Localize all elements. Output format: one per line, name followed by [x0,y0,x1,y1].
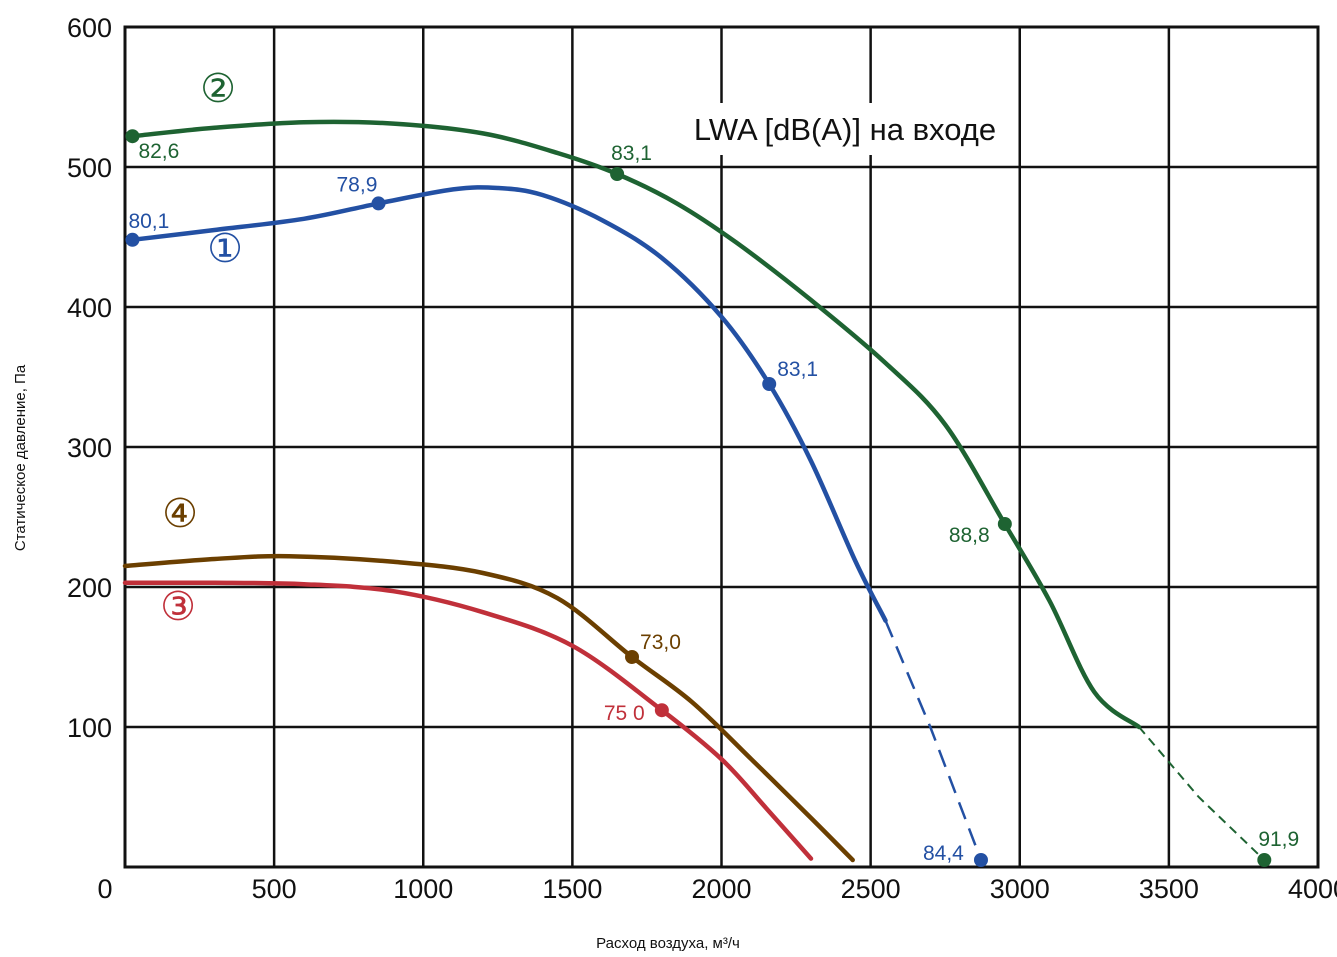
series-line [130,185,888,623]
y-tick-label: 300 [67,433,112,463]
data-point [371,196,386,211]
grid [123,25,1320,869]
x-tick-label: 4000 [1288,874,1337,904]
data-point [997,517,1012,531]
series-line [130,119,1142,730]
x-tick-label: 1500 [542,874,602,904]
series-1: 80,1 78,9 83,1 84,4 ① [125,173,988,867]
data-point [625,650,640,664]
data-label: 73,0 [640,631,681,654]
data-label: 83,1 [777,358,818,381]
data-point [762,377,777,391]
annotation-background [672,103,1018,155]
series-line [122,553,855,863]
y-tick-label: 500 [67,153,112,183]
y-tick-label: 100 [67,713,112,743]
series-name-label: ② [200,67,236,111]
x-axis-title: Расход воздуха, м³/ч [596,935,740,952]
data-point [610,167,625,181]
x-tick-label: 1000 [393,874,453,904]
data-label: 88,8 [949,524,990,547]
data-label: 80,1 [128,210,169,233]
x-tick-label: 2000 [691,874,751,904]
data-label: 82,6 [138,140,179,163]
y-tick-label: 200 [67,573,112,603]
y-axis-title: Статическое давление, Па [12,364,29,551]
data-point [654,703,669,718]
y-tick-label: 600 [67,13,112,43]
data-label: 84,4 [923,842,964,865]
plot-frame [123,25,1320,869]
data-label: 91,9 [1258,828,1299,851]
data-label: 83,1 [611,142,652,165]
series-name-label: ① [207,227,243,271]
series-name-label: ④ [162,492,198,536]
data-label: 75 0 [604,702,645,725]
data-point [973,853,988,867]
series-3: 75 0 ③ [122,580,814,861]
series-line-dashed [1138,726,1265,861]
data-point [1257,853,1272,867]
x-tick-label: 3500 [1139,874,1199,904]
data-point [125,129,140,144]
x-tick-label: 3000 [990,874,1050,904]
x-tick-label: 2500 [841,874,901,904]
series-name-label: ③ [160,585,196,629]
series-line [122,580,814,861]
annotation-lwa: LWA [dB(A)] на входе [694,112,996,147]
tick-labels: 0 500 1000 1500 2000 2500 3000 3500 4000 100 200 30… [67,13,1337,904]
series-line-dashed [884,620,983,861]
series-4: 73,0 ④ [122,492,855,863]
x-tick-label: 0 [97,874,112,904]
series-2: 82,6 83,1 88,8 91,9 ② [125,67,1299,867]
x-tick-label: 500 [252,874,297,904]
y-tick-label: 400 [67,293,112,323]
data-point [125,232,140,247]
data-label: 78,9 [337,173,378,196]
